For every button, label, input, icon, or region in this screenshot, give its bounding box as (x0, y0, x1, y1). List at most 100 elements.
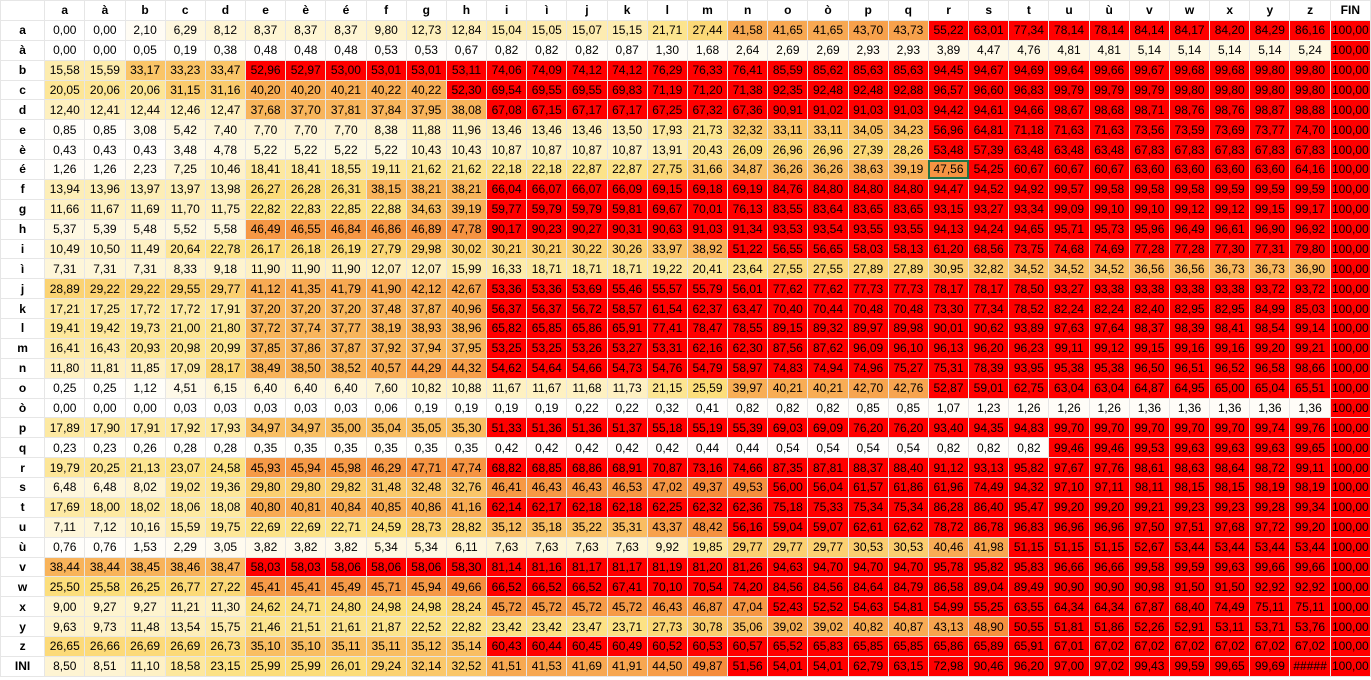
grid-cell[interactable]: 12,84 (445, 19, 488, 41)
grid-cell[interactable]: 15,04 (486, 19, 528, 41)
grid-cell[interactable]: 99,63 (1209, 437, 1251, 459)
grid-cell[interactable]: 93,54 (807, 218, 849, 240)
grid-cell[interactable]: 38,45 (124, 556, 166, 578)
grid-cell[interactable]: 26,69 (124, 636, 166, 657)
grid-cell[interactable]: 29,77 (807, 536, 849, 558)
grid-cell[interactable]: 100,00 (1329, 516, 1371, 538)
column-header[interactable]: a (44, 0, 86, 21)
column-header[interactable]: à (84, 0, 126, 21)
grid-cell[interactable]: 45,72 (526, 596, 568, 618)
grid-cell[interactable]: 56,37 (526, 298, 568, 319)
grid-cell[interactable]: 52,43 (767, 596, 809, 618)
grid-cell[interactable]: 15,07 (566, 19, 608, 41)
grid-cell[interactable]: 55,79 (686, 278, 729, 300)
grid-cell[interactable]: 93,53 (767, 218, 809, 240)
grid-cell[interactable]: 44,29 (405, 357, 447, 379)
grid-cell[interactable]: 6,15 (204, 377, 247, 399)
grid-cell[interactable]: 51,81 (1048, 616, 1090, 637)
grid-cell[interactable]: 41,35 (285, 278, 327, 300)
grid-cell[interactable]: 0,42 (646, 437, 688, 459)
grid-cell[interactable]: 63,01 (968, 19, 1010, 41)
grid-cell[interactable]: 41,79 (325, 278, 367, 300)
grid-cell[interactable]: 94,47 (927, 178, 970, 200)
grid-cell[interactable]: 74,12 (606, 59, 648, 81)
grid-cell[interactable]: 99,59 (1209, 178, 1251, 200)
grid-cell[interactable]: 0,82 (1008, 437, 1050, 459)
grid-cell[interactable]: 67,83 (1168, 139, 1211, 160)
grid-cell[interactable]: 37,70 (285, 99, 327, 121)
grid-cell[interactable]: 26,65 (44, 636, 86, 657)
grid-cell[interactable]: 21,80 (204, 318, 247, 339)
grid-cell[interactable]: 20,43 (686, 139, 729, 160)
grid-cell[interactable]: 70,48 (887, 298, 929, 319)
grid-cell[interactable]: 62,37 (686, 298, 729, 319)
grid-cell[interactable]: 94,42 (927, 99, 970, 121)
grid-cell[interactable]: 5,22 (325, 139, 367, 160)
row-header[interactable]: e (0, 119, 46, 141)
grid-cell[interactable]: 91,12 (927, 457, 970, 478)
row-header[interactable]: z (0, 636, 46, 657)
grid-cell[interactable]: 95,82 (1008, 457, 1050, 478)
grid-cell[interactable]: 11,48 (124, 616, 166, 637)
grid-cell[interactable]: 93,34 (1008, 198, 1050, 220)
grid-cell[interactable]: 100,00 (1329, 636, 1371, 657)
grid-cell[interactable]: 70,44 (807, 298, 849, 319)
grid-cell[interactable]: 55,19 (686, 417, 729, 439)
grid-cell[interactable]: 84,56 (767, 576, 809, 598)
grid-cell[interactable]: 66,52 (486, 576, 528, 598)
grid-cell[interactable]: 99,57 (1048, 178, 1090, 200)
grid-cell[interactable]: 35,10 (245, 636, 287, 657)
grid-cell[interactable]: 11,73 (606, 377, 648, 399)
grid-cell[interactable]: 70,87 (646, 457, 688, 478)
grid-cell[interactable]: 22,18 (486, 159, 528, 180)
grid-cell[interactable]: 97,00 (1048, 655, 1090, 677)
grid-cell[interactable]: 7,63 (606, 536, 648, 558)
grid-cell[interactable]: 97,10 (1048, 477, 1090, 498)
grid-cell[interactable]: 0,03 (325, 397, 367, 419)
grid-cell[interactable]: 10,43 (405, 139, 447, 160)
grid-cell[interactable]: 65,91 (606, 318, 648, 339)
grid-cell[interactable]: 55,46 (606, 278, 648, 300)
grid-cell[interactable]: 91,50 (1209, 576, 1251, 598)
grid-cell[interactable]: 4,47 (968, 39, 1010, 61)
grid-cell[interactable]: 54,81 (887, 596, 929, 618)
grid-cell[interactable]: 47,02 (646, 477, 688, 498)
grid-cell[interactable]: 11,96 (445, 119, 488, 141)
grid-cell[interactable]: 53,44 (1289, 536, 1331, 558)
grid-cell[interactable]: 31,16 (204, 79, 247, 101)
grid-cell[interactable]: 12,07 (365, 258, 407, 280)
grid-cell[interactable]: 7,31 (44, 258, 86, 280)
grid-cell[interactable]: 54,63 (847, 596, 889, 618)
grid-cell[interactable]: 94,92 (1008, 178, 1050, 200)
grid-cell[interactable]: 19,22 (646, 258, 688, 280)
grid-cell[interactable]: 21,61 (325, 616, 367, 637)
grid-cell[interactable]: 99,76 (1289, 417, 1331, 439)
column-header[interactable]: i (486, 0, 528, 21)
row-header[interactable]: b (0, 59, 46, 81)
grid-cell[interactable]: 40,87 (887, 616, 929, 637)
grid-cell[interactable]: 59,79 (526, 198, 568, 220)
grid-cell[interactable]: 54,76 (646, 357, 688, 379)
grid-cell[interactable]: 2,93 (887, 39, 929, 61)
grid-cell[interactable]: 8,38 (365, 119, 407, 141)
grid-cell[interactable]: 70,54 (686, 576, 729, 598)
grid-cell[interactable]: 23,71 (606, 616, 648, 637)
grid-cell[interactable]: 7,40 (204, 119, 247, 141)
grid-cell[interactable]: 17,89 (44, 417, 86, 439)
grid-cell[interactable]: 46,84 (325, 218, 367, 240)
grid-cell[interactable]: 22,87 (566, 159, 608, 180)
grid-cell[interactable]: 73,77 (1249, 119, 1291, 141)
grid-cell[interactable]: 92,92 (1289, 576, 1331, 598)
column-header[interactable]: ì (526, 0, 568, 21)
grid-cell[interactable]: 38,49 (245, 357, 287, 379)
grid-cell[interactable]: 82,40 (1128, 298, 1170, 319)
grid-cell[interactable]: 10,46 (204, 159, 247, 180)
grid-cell[interactable]: 42,76 (887, 377, 929, 399)
grid-cell[interactable]: 27,89 (847, 258, 889, 280)
row-header[interactable]: m (0, 337, 46, 359)
grid-cell[interactable]: 96,60 (968, 79, 1010, 101)
grid-cell[interactable]: 93,15 (927, 198, 970, 220)
grid-cell[interactable]: 51,15 (1048, 536, 1090, 558)
grid-cell[interactable]: 100,00 (1329, 19, 1371, 41)
grid-cell[interactable]: 37,68 (245, 99, 287, 121)
